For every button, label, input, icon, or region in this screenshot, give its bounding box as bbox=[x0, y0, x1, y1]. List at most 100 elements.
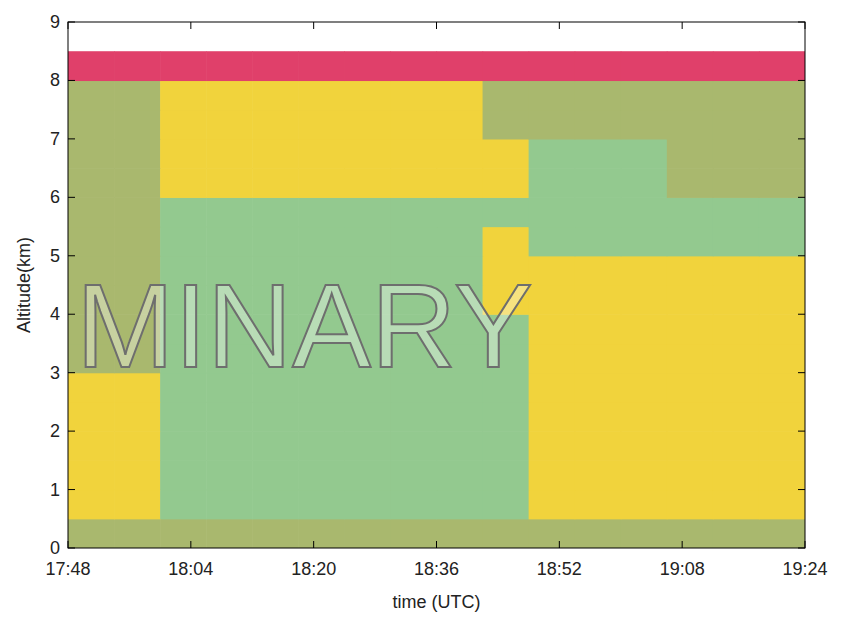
cell bbox=[713, 80, 760, 110]
cell bbox=[206, 80, 253, 110]
plot-bg bbox=[68, 22, 805, 548]
cell bbox=[575, 227, 622, 257]
cell bbox=[759, 314, 805, 344]
cell bbox=[437, 402, 484, 432]
cell bbox=[759, 110, 805, 140]
cell bbox=[68, 460, 115, 490]
cell bbox=[621, 139, 668, 169]
cells bbox=[68, 51, 805, 548]
y-tick bbox=[798, 138, 805, 139]
cell bbox=[759, 431, 805, 461]
cell bbox=[529, 256, 576, 286]
cell bbox=[575, 51, 622, 81]
cell bbox=[759, 343, 805, 373]
cell bbox=[390, 168, 437, 198]
x-tick bbox=[436, 22, 437, 29]
x-tick bbox=[190, 22, 191, 29]
cell bbox=[483, 51, 530, 81]
x-tick bbox=[559, 22, 560, 29]
frame bbox=[68, 22, 805, 548]
cell bbox=[759, 80, 805, 110]
cell bbox=[390, 460, 437, 490]
cell bbox=[252, 490, 299, 520]
y-tick bbox=[68, 548, 75, 549]
cell bbox=[621, 110, 668, 140]
cell bbox=[437, 490, 484, 520]
cell bbox=[206, 197, 253, 227]
cell bbox=[390, 197, 437, 227]
cell bbox=[206, 402, 253, 432]
cell bbox=[529, 227, 576, 257]
cell bbox=[437, 110, 484, 140]
cell bbox=[483, 168, 530, 198]
cell bbox=[575, 431, 622, 461]
cell bbox=[390, 402, 437, 432]
cell bbox=[713, 285, 760, 315]
cell bbox=[437, 431, 484, 461]
cell bbox=[160, 227, 207, 257]
cell bbox=[667, 373, 714, 403]
cell bbox=[298, 168, 345, 198]
cell bbox=[344, 227, 391, 257]
cell bbox=[114, 460, 161, 490]
y-tick-label: 4 bbox=[50, 304, 60, 324]
y-tick bbox=[68, 255, 75, 256]
cell bbox=[529, 314, 576, 344]
x-tick bbox=[313, 22, 314, 29]
cell bbox=[252, 460, 299, 490]
cell bbox=[298, 431, 345, 461]
cell bbox=[759, 519, 805, 548]
cell bbox=[114, 490, 161, 520]
cell bbox=[621, 80, 668, 110]
cell bbox=[344, 460, 391, 490]
cell bbox=[759, 197, 805, 227]
cell bbox=[344, 402, 391, 432]
y-tick bbox=[798, 314, 805, 315]
y-tick bbox=[68, 197, 75, 198]
cell bbox=[437, 168, 484, 198]
cell bbox=[437, 460, 484, 490]
cell bbox=[206, 431, 253, 461]
cell bbox=[298, 519, 345, 548]
cell bbox=[759, 256, 805, 286]
cell bbox=[667, 110, 714, 140]
cell bbox=[575, 256, 622, 286]
x-tick bbox=[682, 22, 683, 29]
cell bbox=[160, 80, 207, 110]
x-tick-label: 17:48 bbox=[45, 559, 90, 579]
cell bbox=[575, 373, 622, 403]
cell bbox=[621, 168, 668, 198]
y-tick bbox=[798, 197, 805, 198]
y-tick bbox=[68, 80, 75, 81]
cell bbox=[252, 80, 299, 110]
cell bbox=[483, 490, 530, 520]
cell bbox=[529, 51, 576, 81]
x-tick-label: 19:24 bbox=[782, 559, 827, 579]
cell bbox=[68, 402, 115, 432]
x-tick bbox=[190, 541, 191, 548]
y-tick bbox=[68, 489, 75, 490]
cell bbox=[713, 343, 760, 373]
cell bbox=[575, 285, 622, 315]
cell bbox=[114, 431, 161, 461]
cell bbox=[206, 51, 253, 81]
cell bbox=[621, 490, 668, 520]
cell bbox=[667, 139, 714, 169]
cell bbox=[621, 314, 668, 344]
cell bbox=[344, 110, 391, 140]
cell bbox=[575, 490, 622, 520]
y-axis-title: Altitude(km) bbox=[14, 237, 34, 333]
cell bbox=[252, 519, 299, 548]
cell bbox=[759, 51, 805, 81]
cell bbox=[114, 51, 161, 81]
cell bbox=[575, 314, 622, 344]
cell bbox=[483, 460, 530, 490]
cell bbox=[114, 519, 161, 548]
cell bbox=[575, 343, 622, 373]
cell bbox=[621, 431, 668, 461]
y-tick bbox=[798, 372, 805, 373]
cell bbox=[529, 373, 576, 403]
cell bbox=[298, 227, 345, 257]
cell bbox=[344, 168, 391, 198]
cell bbox=[344, 490, 391, 520]
